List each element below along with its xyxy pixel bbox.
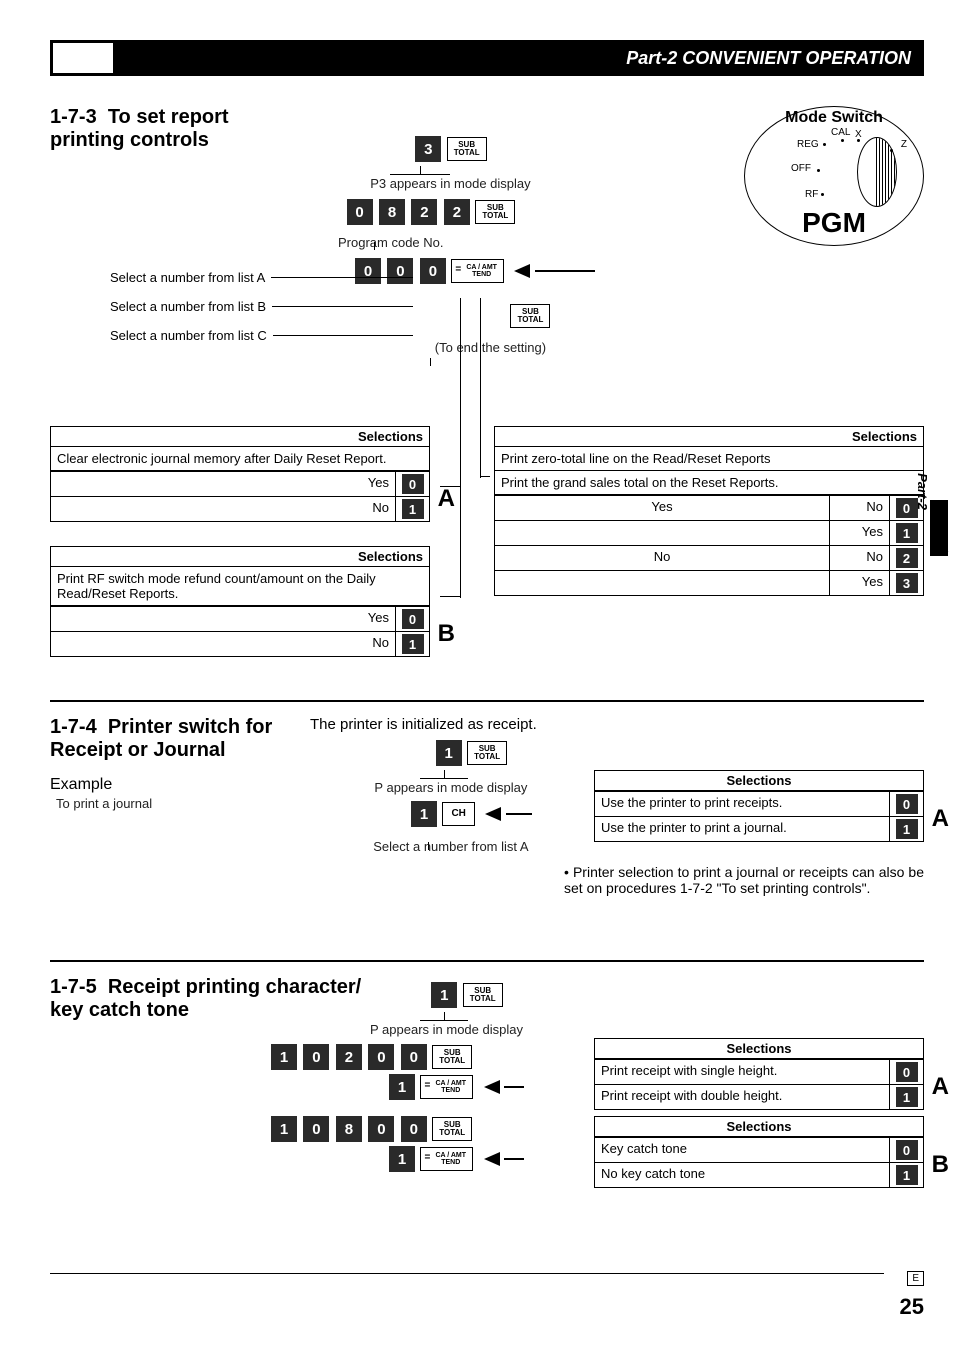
section-173-title: 1-7-3 To set report printing controls xyxy=(50,106,280,152)
selections-175-b: Selections Key catch tone 0 No key catch… xyxy=(594,1116,924,1188)
header-title: Part-2 CONVENIENT OPERATION xyxy=(113,43,921,73)
selections-table-b: Selections Print RF switch mode refund c… xyxy=(50,546,430,657)
selections-table-a: Selections Clear electronic journal memo… xyxy=(50,426,430,522)
page-header: Part-2 CONVENIENT OPERATION xyxy=(50,40,924,76)
mode-switch-diagram: Mode Switch REG CAL X Z OFF RF PGM xyxy=(744,106,924,246)
key-3: 3 xyxy=(415,136,441,162)
section-175-title: 1-7-5 Receipt printing character/ key ca… xyxy=(50,976,370,1022)
footer-rule xyxy=(50,1273,884,1274)
footer-e: E xyxy=(907,1271,924,1286)
subtotal-key: SUBTOTAL xyxy=(447,137,487,161)
ca-amt-key: = CA / AMT TEND xyxy=(451,259,504,283)
selections-174-a: Selections Use the printer to print rece… xyxy=(594,770,924,842)
selections-175-a: Selections Print receipt with single hei… xyxy=(594,1038,924,1110)
subtotal-key: SUBTOTAL xyxy=(475,200,515,224)
section-174-title: 1-7-4 Printer switch for Receipt or Jour… xyxy=(50,716,300,762)
subtotal-key: SUBTOTAL xyxy=(510,304,550,328)
selections-table-c: Selections Print zero-total line on the … xyxy=(494,426,924,596)
page-number: 25 xyxy=(900,1294,924,1320)
